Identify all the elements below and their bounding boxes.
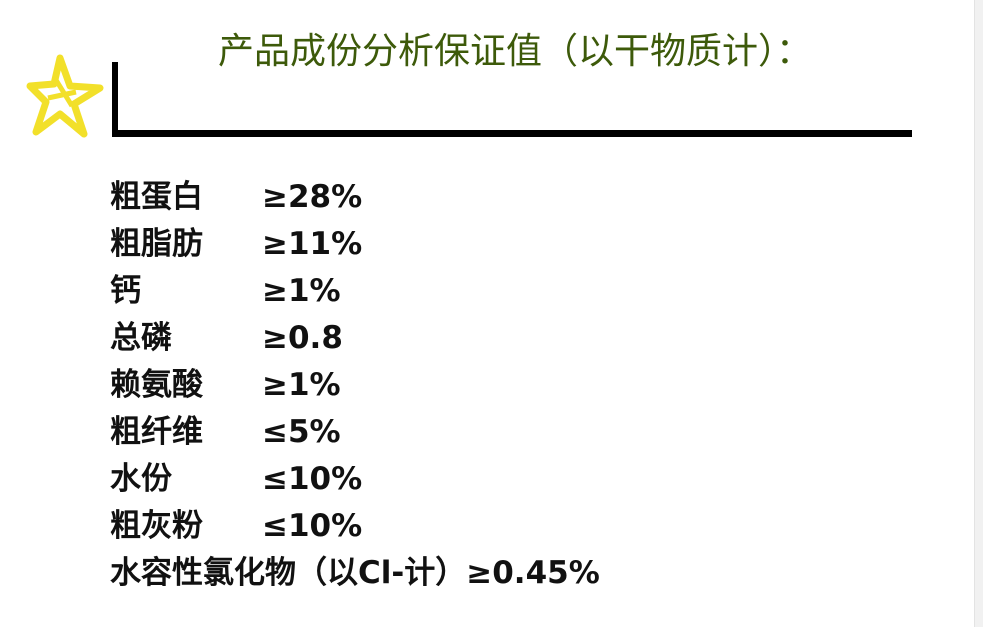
- list-item: 钙 ≥1%: [110, 268, 600, 315]
- star-icon: [26, 54, 104, 138]
- heading-bracket-vertical: [112, 62, 118, 137]
- item-value: ≥1%: [262, 273, 341, 309]
- item-name: 粗脂肪: [110, 226, 203, 262]
- item-value: ≥11%: [262, 226, 363, 262]
- page-title: 产品成份分析保证值（以干物质计）：: [217, 31, 812, 72]
- item-name: 粗灰粉: [110, 508, 203, 544]
- item-value: ≤10%: [262, 508, 363, 544]
- item-name: 总磷: [110, 320, 172, 356]
- item-value: ≥28%: [262, 179, 363, 215]
- item-value: ≤5%: [262, 414, 341, 450]
- list-item: 粗脂肪 ≥11%: [110, 221, 600, 268]
- analysis-list: 粗蛋白 ≥28% 粗脂肪 ≥11% 钙 ≥1% 总磷 ≥0.8 赖氨酸 ≥1% 粗纤维 ≤5% 水份 ≤1…: [110, 174, 600, 597]
- list-item: 水容性氯化物（以Cl-计）≥0.45%: [110, 550, 600, 597]
- item-value: ≥0.45%: [466, 555, 600, 591]
- item-name: 水份: [110, 461, 172, 497]
- item-value: ≤10%: [262, 461, 363, 497]
- item-value: ≥1%: [262, 367, 341, 403]
- list-item: 总磷 ≥0.8: [110, 315, 600, 362]
- list-item: 水份 ≤10%: [110, 456, 600, 503]
- list-item: 粗灰粉 ≤10%: [110, 503, 600, 550]
- item-name: 赖氨酸: [110, 367, 203, 403]
- list-item: 粗蛋白 ≥28%: [110, 174, 600, 221]
- item-value: ≥0.8: [262, 320, 343, 356]
- item-name: 粗纤维: [110, 414, 203, 450]
- item-name: 钙: [110, 273, 141, 309]
- list-item: 赖氨酸 ≥1%: [110, 362, 600, 409]
- scrollbar[interactable]: [974, 0, 983, 627]
- list-item: 粗纤维 ≤5%: [110, 409, 600, 456]
- heading-underline: [112, 130, 912, 137]
- item-name: 粗蛋白: [110, 179, 203, 215]
- item-name: 水容性氯化物（以Cl-计）: [110, 555, 467, 591]
